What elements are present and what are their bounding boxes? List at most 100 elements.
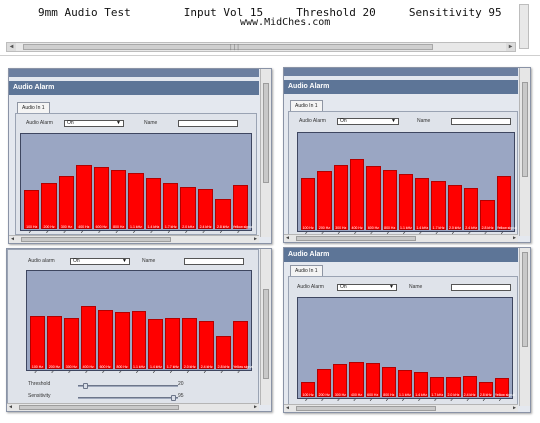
- bar-checkbox[interactable]: ✔: [482, 397, 486, 402]
- bar-checkbox[interactable]: ✔: [435, 230, 439, 235]
- bar-checkbox[interactable]: ✔: [98, 229, 101, 234]
- bar-checkbox[interactable]: ✔: [321, 230, 324, 235]
- bar-checkbox[interactable]: ✔: [51, 369, 54, 374]
- scroll-thumb[interactable]: [522, 252, 528, 347]
- scroll-left-icon[interactable]: ◀: [286, 405, 290, 411]
- sensitivity-slider-handle[interactable]: [171, 395, 176, 401]
- scroll-thumb[interactable]: [522, 82, 528, 177]
- audio-alarm-select[interactable]: On ▼: [337, 118, 399, 125]
- scroll-left-icon[interactable]: ◀: [286, 235, 290, 241]
- bar-checkbox[interactable]: ✔: [237, 369, 240, 374]
- bar-checkbox[interactable]: ✔: [484, 230, 487, 235]
- bar-checkbox[interactable]: ✔: [220, 369, 224, 374]
- bar-checkbox[interactable]: ✔: [80, 229, 84, 234]
- scroll-thumb[interactable]: [21, 237, 171, 242]
- bar-checkbox[interactable]: ✔: [219, 229, 223, 234]
- horizontal-scrollbar[interactable]: ◀ ▶: [284, 404, 518, 412]
- scroll-thumb[interactable]: |||: [23, 44, 433, 51]
- scroll-thumb[interactable]: [296, 236, 416, 241]
- bar-checkbox[interactable]: ✔: [403, 230, 406, 235]
- tab-audio-in-1[interactable]: Audio In 1: [290, 265, 323, 276]
- scroll-right-icon[interactable]: ▶: [506, 43, 515, 51]
- bar-checkbox[interactable]: ✔: [305, 397, 308, 402]
- threshold-slider-handle[interactable]: [83, 383, 88, 389]
- bar-checkbox[interactable]: ✔: [337, 397, 340, 402]
- vertical-scrollbar[interactable]: [519, 248, 530, 406]
- bar-checkbox[interactable]: ✔: [498, 397, 502, 402]
- name-field[interactable]: [178, 120, 238, 127]
- scroll-left-icon[interactable]: ◀: [11, 236, 15, 242]
- threshold-slider[interactable]: [78, 383, 178, 389]
- bar-checkbox[interactable]: ✔: [203, 369, 207, 374]
- bar-checkbox[interactable]: ✔: [369, 397, 373, 402]
- bar-checkbox[interactable]: ✔: [385, 397, 389, 402]
- tab-audio-in-1[interactable]: Audio In 1: [290, 100, 323, 111]
- bar-checkbox[interactable]: ✔: [185, 229, 188, 234]
- bar-checkbox[interactable]: ✔: [115, 229, 119, 234]
- bar-checkbox[interactable]: ✔: [85, 369, 88, 374]
- bar-checkbox[interactable]: ✔: [133, 229, 136, 234]
- bar-checkbox[interactable]: ✔: [152, 369, 156, 374]
- bar-checkbox[interactable]: ✔: [34, 369, 37, 374]
- name-field[interactable]: [451, 118, 511, 125]
- bar-checkbox[interactable]: ✔: [370, 230, 373, 235]
- audio-alarm-window-1[interactable]: Audio Alarm Audio In 1 Audio Alarm On ▼ N…: [8, 68, 272, 244]
- bar-checkbox[interactable]: ✔: [150, 229, 153, 234]
- scroll-right-icon[interactable]: ▶: [512, 405, 516, 411]
- scroll-thumb[interactable]: [263, 83, 269, 183]
- scroll-left-icon[interactable]: ◀: [7, 43, 16, 51]
- bar-checkbox[interactable]: ✔: [451, 230, 455, 235]
- bar-checkbox[interactable]: ✔: [237, 229, 240, 234]
- top-vertical-scrollbar[interactable]: [519, 4, 529, 49]
- bar-checkbox[interactable]: ✔: [337, 230, 341, 235]
- audio-alarm-select[interactable]: On ▼: [70, 258, 130, 265]
- bar-checkbox[interactable]: ✔: [354, 230, 357, 235]
- bar-checkbox[interactable]: ✔: [419, 230, 422, 235]
- bar-checkbox[interactable]: ✔: [167, 229, 171, 234]
- sensitivity-slider[interactable]: [78, 395, 178, 401]
- name-field[interactable]: [184, 258, 244, 265]
- scroll-left-icon[interactable]: ◀: [9, 404, 13, 410]
- tab-audio-in-1[interactable]: Audio In 1: [17, 102, 50, 113]
- scroll-right-icon[interactable]: ▶: [512, 235, 516, 241]
- horizontal-scrollbar[interactable]: ◀ ▶: [7, 403, 259, 411]
- bar-checkbox[interactable]: ✔: [305, 230, 308, 235]
- audio-alarm-window-2[interactable]: Audio Alarm Audio In 1 Audio Alarm On ▼ N…: [283, 67, 531, 243]
- bar-checkbox[interactable]: ✔: [434, 397, 437, 402]
- scroll-right-icon[interactable]: ▶: [253, 404, 257, 410]
- horizontal-scrollbar[interactable]: ◀ ▶: [284, 234, 518, 242]
- horizontal-scrollbar[interactable]: ◀ ▶: [9, 235, 259, 243]
- bar-checkbox[interactable]: ✔: [468, 230, 471, 235]
- bar-checkbox[interactable]: ✔: [386, 230, 390, 235]
- bar-checkbox[interactable]: ✔: [136, 369, 139, 374]
- bar-checkbox[interactable]: ✔: [68, 369, 71, 374]
- vertical-scrollbar[interactable]: [519, 68, 530, 236]
- bar-checkbox[interactable]: ✔: [28, 229, 32, 234]
- bar-checkbox[interactable]: ✔: [169, 369, 173, 374]
- audio-alarm-window-3[interactable]: Audio alarm On ▼ Name 100 Hz 200 Hz 300 Hz 4…: [6, 248, 272, 412]
- bar-checkbox[interactable]: ✔: [63, 229, 66, 234]
- name-field[interactable]: [451, 284, 511, 291]
- bar-checkbox[interactable]: ✔: [353, 397, 356, 402]
- bar-checkbox[interactable]: ✔: [186, 369, 190, 374]
- vertical-scrollbar[interactable]: [260, 249, 271, 405]
- bar-checkbox[interactable]: ✔: [466, 397, 470, 402]
- bar-checkbox[interactable]: ✔: [102, 369, 105, 374]
- scroll-thumb[interactable]: [296, 406, 436, 411]
- bar-checkbox[interactable]: ✔: [500, 230, 504, 235]
- vertical-scrollbar[interactable]: [260, 69, 271, 237]
- top-horizontal-scrollbar[interactable]: ◀ ||| ▶: [6, 42, 516, 52]
- bar-checkbox[interactable]: ✔: [321, 397, 324, 402]
- bar-checkbox[interactable]: ✔: [119, 369, 122, 374]
- audio-alarm-window-4[interactable]: Audio Alarm Audio In 1 Audio Alarm On ▼ N…: [283, 247, 531, 413]
- bar-checkbox[interactable]: ✔: [202, 229, 205, 234]
- scroll-thumb[interactable]: [19, 405, 179, 410]
- bar-checkbox[interactable]: ✔: [402, 397, 405, 402]
- audio-alarm-select[interactable]: On ▼: [64, 120, 124, 127]
- audio-alarm-select[interactable]: On ▼: [337, 284, 397, 291]
- scroll-thumb[interactable]: [263, 289, 269, 379]
- bar-checkbox[interactable]: ✔: [450, 397, 453, 402]
- bar-checkbox[interactable]: ✔: [46, 229, 49, 234]
- scroll-right-icon[interactable]: ▶: [253, 236, 257, 242]
- bar-checkbox[interactable]: ✔: [418, 397, 421, 402]
